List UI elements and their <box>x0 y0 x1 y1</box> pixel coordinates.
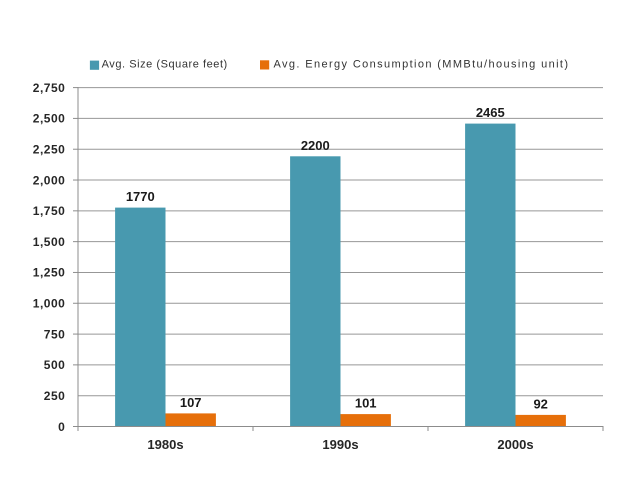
svg-text:2000s: 2000s <box>497 437 533 452</box>
svg-text:1,500: 1,500 <box>33 235 66 249</box>
svg-text:2200: 2200 <box>301 138 330 153</box>
svg-text:500: 500 <box>44 358 66 372</box>
svg-text:Avg. Energy Consumption (MMBtu: Avg. Energy Consumption (MMBtu/housing u… <box>274 59 570 71</box>
svg-text:1990s: 1990s <box>322 437 358 452</box>
svg-text:2,750: 2,750 <box>33 81 66 95</box>
svg-text:0: 0 <box>58 420 65 434</box>
svg-text:Avg. Size (Square feet): Avg. Size (Square feet) <box>102 59 228 71</box>
svg-text:92: 92 <box>533 396 547 411</box>
svg-text:750: 750 <box>44 327 66 341</box>
svg-text:107: 107 <box>180 395 202 410</box>
svg-text:1,250: 1,250 <box>33 266 66 280</box>
svg-text:1,000: 1,000 <box>33 297 66 311</box>
svg-text:1,750: 1,750 <box>33 204 66 218</box>
svg-text:101: 101 <box>355 396 377 411</box>
svg-text:2,500: 2,500 <box>33 112 66 126</box>
svg-text:1980s: 1980s <box>147 437 183 452</box>
svg-text:2,250: 2,250 <box>33 143 66 157</box>
svg-text:1770: 1770 <box>126 189 155 204</box>
svg-text:250: 250 <box>44 389 66 403</box>
svg-text:2,000: 2,000 <box>33 173 66 187</box>
svg-text:2465: 2465 <box>476 105 505 120</box>
